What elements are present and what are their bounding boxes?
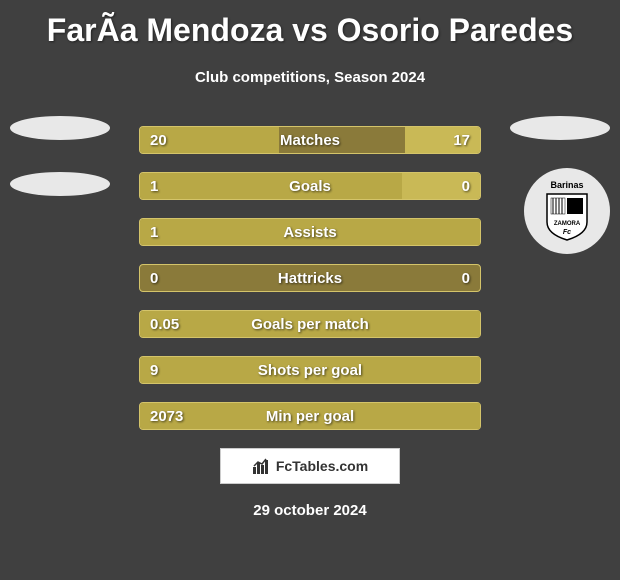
stat-fill-left bbox=[140, 173, 402, 199]
stat-value-left: 2073 bbox=[150, 408, 183, 425]
stat-row: 0 Hattricks 0 bbox=[139, 264, 481, 292]
stat-label: Min per goal bbox=[266, 408, 354, 425]
svg-text:Fc: Fc bbox=[563, 229, 571, 236]
footer-logo-text: FcTables.com bbox=[276, 458, 368, 474]
ellipse-placeholder bbox=[10, 116, 110, 140]
shield-icon: ZAMORA Fc bbox=[545, 192, 589, 242]
stat-label: Hattricks bbox=[278, 270, 342, 287]
stat-label: Assists bbox=[283, 224, 336, 241]
stat-value-left: 1 bbox=[150, 224, 158, 241]
stat-label: Goals bbox=[289, 178, 331, 195]
club-badge: Barinas ZAMORA Fc bbox=[524, 168, 610, 254]
svg-text:ZAMORA: ZAMORA bbox=[554, 221, 581, 227]
stat-row: 1 Goals 0 bbox=[139, 172, 481, 200]
right-player-placeholder bbox=[510, 116, 610, 140]
stat-value-left: 1 bbox=[150, 178, 158, 195]
stat-label: Goals per match bbox=[251, 316, 369, 333]
stat-rows-container: 20 Matches 17 1 Goals 0 1 Assists 0 Hattricks 0 0.0… bbox=[139, 126, 481, 430]
stat-row: 20 Matches 17 bbox=[139, 126, 481, 154]
left-player-placeholder bbox=[10, 116, 110, 228]
stat-row: 2073 Min per goal bbox=[139, 402, 481, 430]
stat-row: 9 Shots per goal bbox=[139, 356, 481, 384]
stat-value-left: 9 bbox=[150, 362, 158, 379]
comparison-title: FarÃ­a Mendoza vs Osorio Paredes bbox=[0, 0, 620, 49]
stat-row: 1 Assists bbox=[139, 218, 481, 246]
stat-label: Shots per goal bbox=[258, 362, 362, 379]
chart-icon bbox=[252, 457, 270, 475]
stat-label: Matches bbox=[280, 132, 340, 149]
stat-value-right: 17 bbox=[453, 132, 470, 149]
stat-value-right: 0 bbox=[462, 270, 470, 287]
content-area: Barinas ZAMORA Fc 20 Matches 17 1 Goals 0 1 Ass… bbox=[0, 126, 620, 430]
badge-city: Barinas bbox=[550, 180, 583, 190]
ellipse-placeholder bbox=[10, 172, 110, 196]
stat-value-left: 0.05 bbox=[150, 316, 179, 333]
footer-date: 29 october 2024 bbox=[0, 502, 620, 519]
stat-row: 0.05 Goals per match bbox=[139, 310, 481, 338]
comparison-subtitle: Club competitions, Season 2024 bbox=[0, 69, 620, 86]
stat-value-left: 20 bbox=[150, 132, 167, 149]
stat-value-left: 0 bbox=[150, 270, 158, 287]
stat-value-right: 0 bbox=[462, 178, 470, 195]
footer-logo: FcTables.com bbox=[220, 448, 400, 484]
